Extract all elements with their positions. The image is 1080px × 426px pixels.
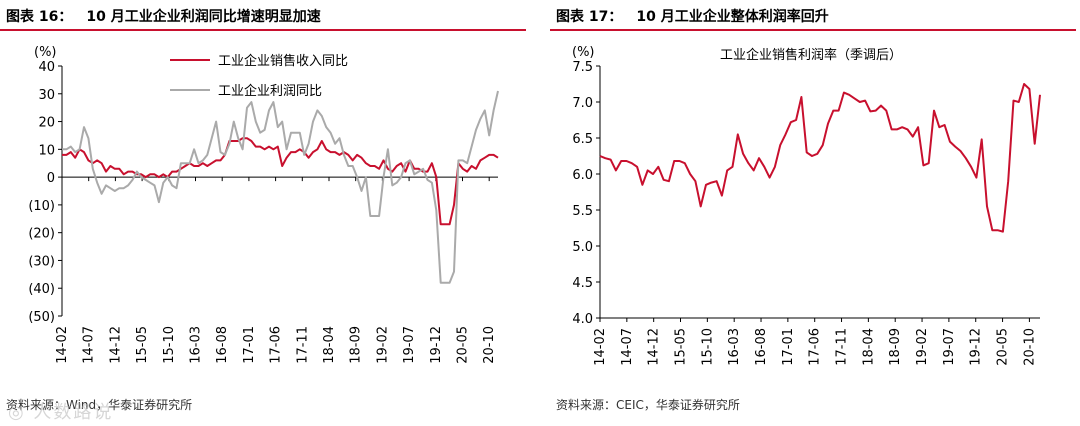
right-figure-title: 10 月工业企业整体利润率回升 xyxy=(636,9,829,25)
y-axis-unit-label: (%) xyxy=(572,45,595,60)
y-tick-label: 30 xyxy=(38,88,55,103)
x-tick-label: 16-08 xyxy=(215,326,230,364)
y-tick-label: 4.0 xyxy=(572,312,593,327)
x-tick-label: 19-12 xyxy=(969,328,984,366)
x-tick-label: 14-02 xyxy=(55,326,70,364)
y-tick-label: 5.0 xyxy=(572,240,593,255)
x-tick-label: 14-07 xyxy=(82,326,97,364)
y-tick-label: 20 xyxy=(38,116,55,131)
x-tick-label: 14-12 xyxy=(647,328,662,366)
x-tick-label: 17-01 xyxy=(781,328,796,366)
x-tick-label: 19-12 xyxy=(429,326,444,364)
y-tick-label: (40) xyxy=(28,282,55,297)
x-tick-label: 17-11 xyxy=(295,326,310,364)
x-tick-label: 18-04 xyxy=(322,326,337,364)
y-tick-label: 6.0 xyxy=(572,168,593,183)
x-tick-label: 19-07 xyxy=(942,328,957,366)
x-tick-label: 20-10 xyxy=(1022,328,1037,366)
x-tick-label: 16-03 xyxy=(188,326,203,364)
x-tick-label: 15-10 xyxy=(162,326,177,364)
x-tick-label: 18-09 xyxy=(349,326,364,364)
legend-label-1: 工业企业销售利润率（季调后） xyxy=(720,47,902,63)
left-figure-number: 图表 16： xyxy=(6,9,73,25)
x-tick-label: 15-05 xyxy=(674,328,689,366)
left-line-chart: (%)40 30 20 10 0 (10) (20) (30) (40) (50)14-02 14-… xyxy=(28,45,499,364)
right-source-note: 资料来源：CEIC，华泰证券研究所 xyxy=(556,398,740,412)
x-tick-label: 16-08 xyxy=(754,328,769,366)
y-tick-label: 10 xyxy=(38,143,55,158)
legend-label-2: 工业企业利润同比 xyxy=(218,83,322,99)
x-tick-label: 17-06 xyxy=(808,328,823,366)
right-figure-number: 图表 17： xyxy=(556,9,623,25)
left-chart-panel: 图表 16： 10 月工业企业利润同比增速明显加速 (%) 40 30 20 10 0 (10… xyxy=(0,0,530,426)
y-tick-label: 0 xyxy=(47,171,55,186)
x-tick-label: 14-02 xyxy=(593,328,608,366)
watermark: ◎ 人数路说 xyxy=(8,402,114,423)
x-tick-label: 17-06 xyxy=(269,326,284,364)
x-tick-label: 20-10 xyxy=(482,326,497,364)
right-chart-panel: 图表 17： 10 月工业企业整体利润率回升 (%) 7.5 7.0 6.5 6.0 5.5… xyxy=(550,0,1080,426)
left-title-rule xyxy=(0,29,526,31)
y-tick-label: (30) xyxy=(28,254,55,269)
x-tick-label: 18-09 xyxy=(888,328,903,366)
series-line-1 xyxy=(599,83,1041,233)
x-tick-label: 20-05 xyxy=(455,326,470,364)
series-line-1 xyxy=(62,137,499,226)
x-tick-label: 15-05 xyxy=(135,326,150,364)
y-tick-label: (20) xyxy=(28,227,55,242)
y-tick-label: (10) xyxy=(28,199,55,214)
y-tick-label: 6.5 xyxy=(572,132,593,147)
x-tick-label: 16-03 xyxy=(727,328,742,366)
y-tick-label: 7.5 xyxy=(572,60,593,75)
legend-label-1: 工业企业销售收入同比 xyxy=(218,53,348,69)
x-tick-label: 19-02 xyxy=(375,326,390,364)
right-line-chart: (%)7.5 7.0 6.5 6.0 5.5 5.0 4.5 4.014-02 14-07 14-… xyxy=(572,45,1041,366)
x-tick-label: 14-07 xyxy=(620,328,635,366)
y-axis-unit-label: (%) xyxy=(34,45,57,60)
y-tick-label: 7.0 xyxy=(572,96,593,111)
x-tick-label: 20-05 xyxy=(996,328,1011,366)
left-source-note: 资料来源：Wind，华泰证券研究所 xyxy=(6,398,193,412)
x-tick-label: 14-12 xyxy=(108,326,123,364)
x-tick-label: 19-07 xyxy=(402,326,417,364)
y-tick-label: 4.5 xyxy=(572,276,593,291)
x-tick-label: 17-01 xyxy=(242,326,257,364)
x-tick-label: 18-04 xyxy=(861,328,876,366)
x-tick-label: 19-02 xyxy=(915,328,930,366)
right-title-rule xyxy=(550,29,1076,31)
left-chart-title: 图表 16： 10 月工业企业利润同比增速明显加速 xyxy=(6,6,321,26)
y-tick-label: 5.5 xyxy=(572,204,593,219)
right-chart-title: 图表 17： 10 月工业企业整体利润率回升 xyxy=(556,6,829,26)
x-tick-label: 15-10 xyxy=(700,328,715,366)
y-tick-label: 40 xyxy=(38,60,55,75)
series-line-2 xyxy=(62,90,499,284)
left-figure-title: 10 月工业企业利润同比增速明显加速 xyxy=(86,9,321,25)
x-tick-label: 17-11 xyxy=(835,328,850,366)
y-tick-label: (50) xyxy=(28,310,55,325)
